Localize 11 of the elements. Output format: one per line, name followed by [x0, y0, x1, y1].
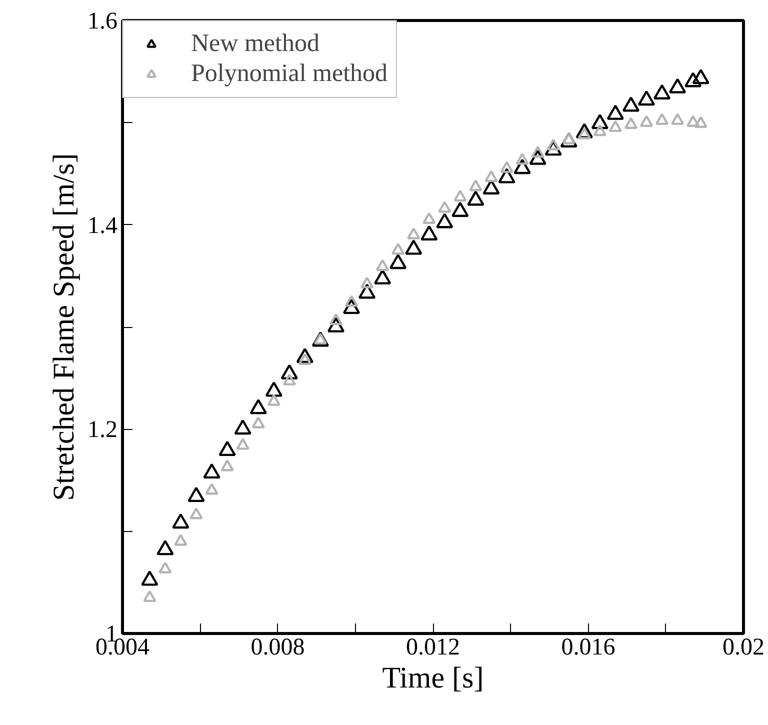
y-axis-title: Stretched Flame Speed [m/s]	[48, 153, 80, 501]
x-tick-label: 0.02	[722, 634, 764, 660]
y-tick-label: 1.2	[88, 417, 118, 444]
x-tick-label: 0.012	[406, 634, 460, 660]
y-tick-label: 1.4	[88, 212, 118, 239]
legend-label: New method	[191, 29, 320, 59]
x-tick-label: 0.016	[561, 634, 616, 660]
legend-label: Polynomial method	[191, 59, 388, 89]
x-tick-label: 0.008	[250, 634, 305, 660]
y-tick-label: 1.6	[88, 8, 118, 34]
x-axis-title: Time [s]	[382, 662, 484, 694]
